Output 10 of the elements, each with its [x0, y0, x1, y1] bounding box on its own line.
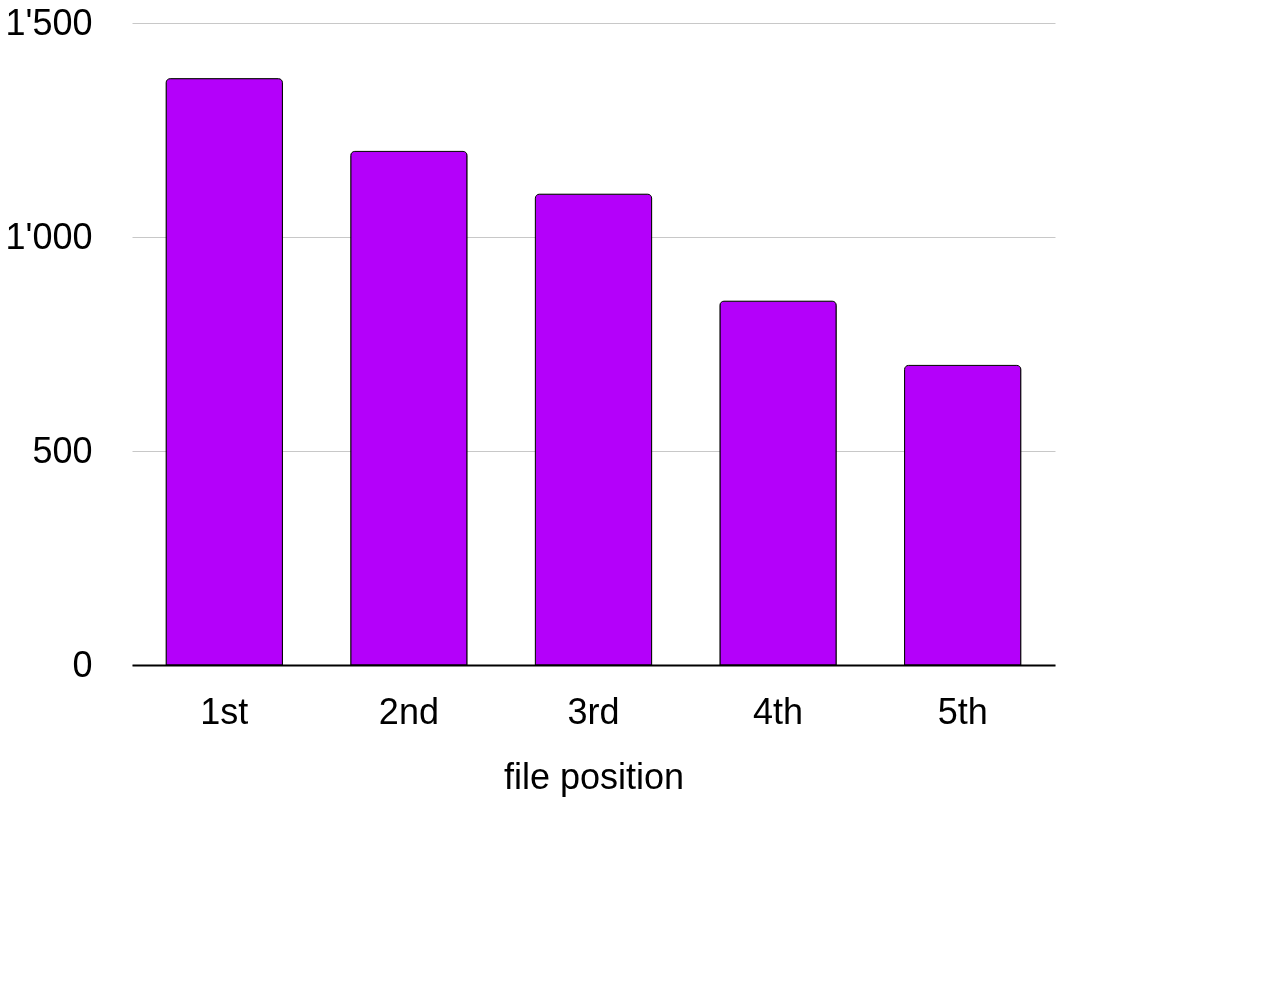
x-tick-label: 4th	[753, 690, 804, 732]
y-tick-label: 1'000	[5, 215, 93, 257]
x-tick-label: 5th	[937, 690, 988, 732]
x-tick-label: 2nd	[378, 690, 439, 732]
x-tick-label: 1st	[200, 690, 249, 732]
y-tick-label: 0	[72, 643, 93, 685]
x-axis-title: file position	[503, 755, 685, 797]
x-tick-label: 3rd	[567, 690, 620, 732]
y-tick-label: 1'500	[5, 1, 93, 43]
y-tick-label: 500	[32, 429, 93, 471]
